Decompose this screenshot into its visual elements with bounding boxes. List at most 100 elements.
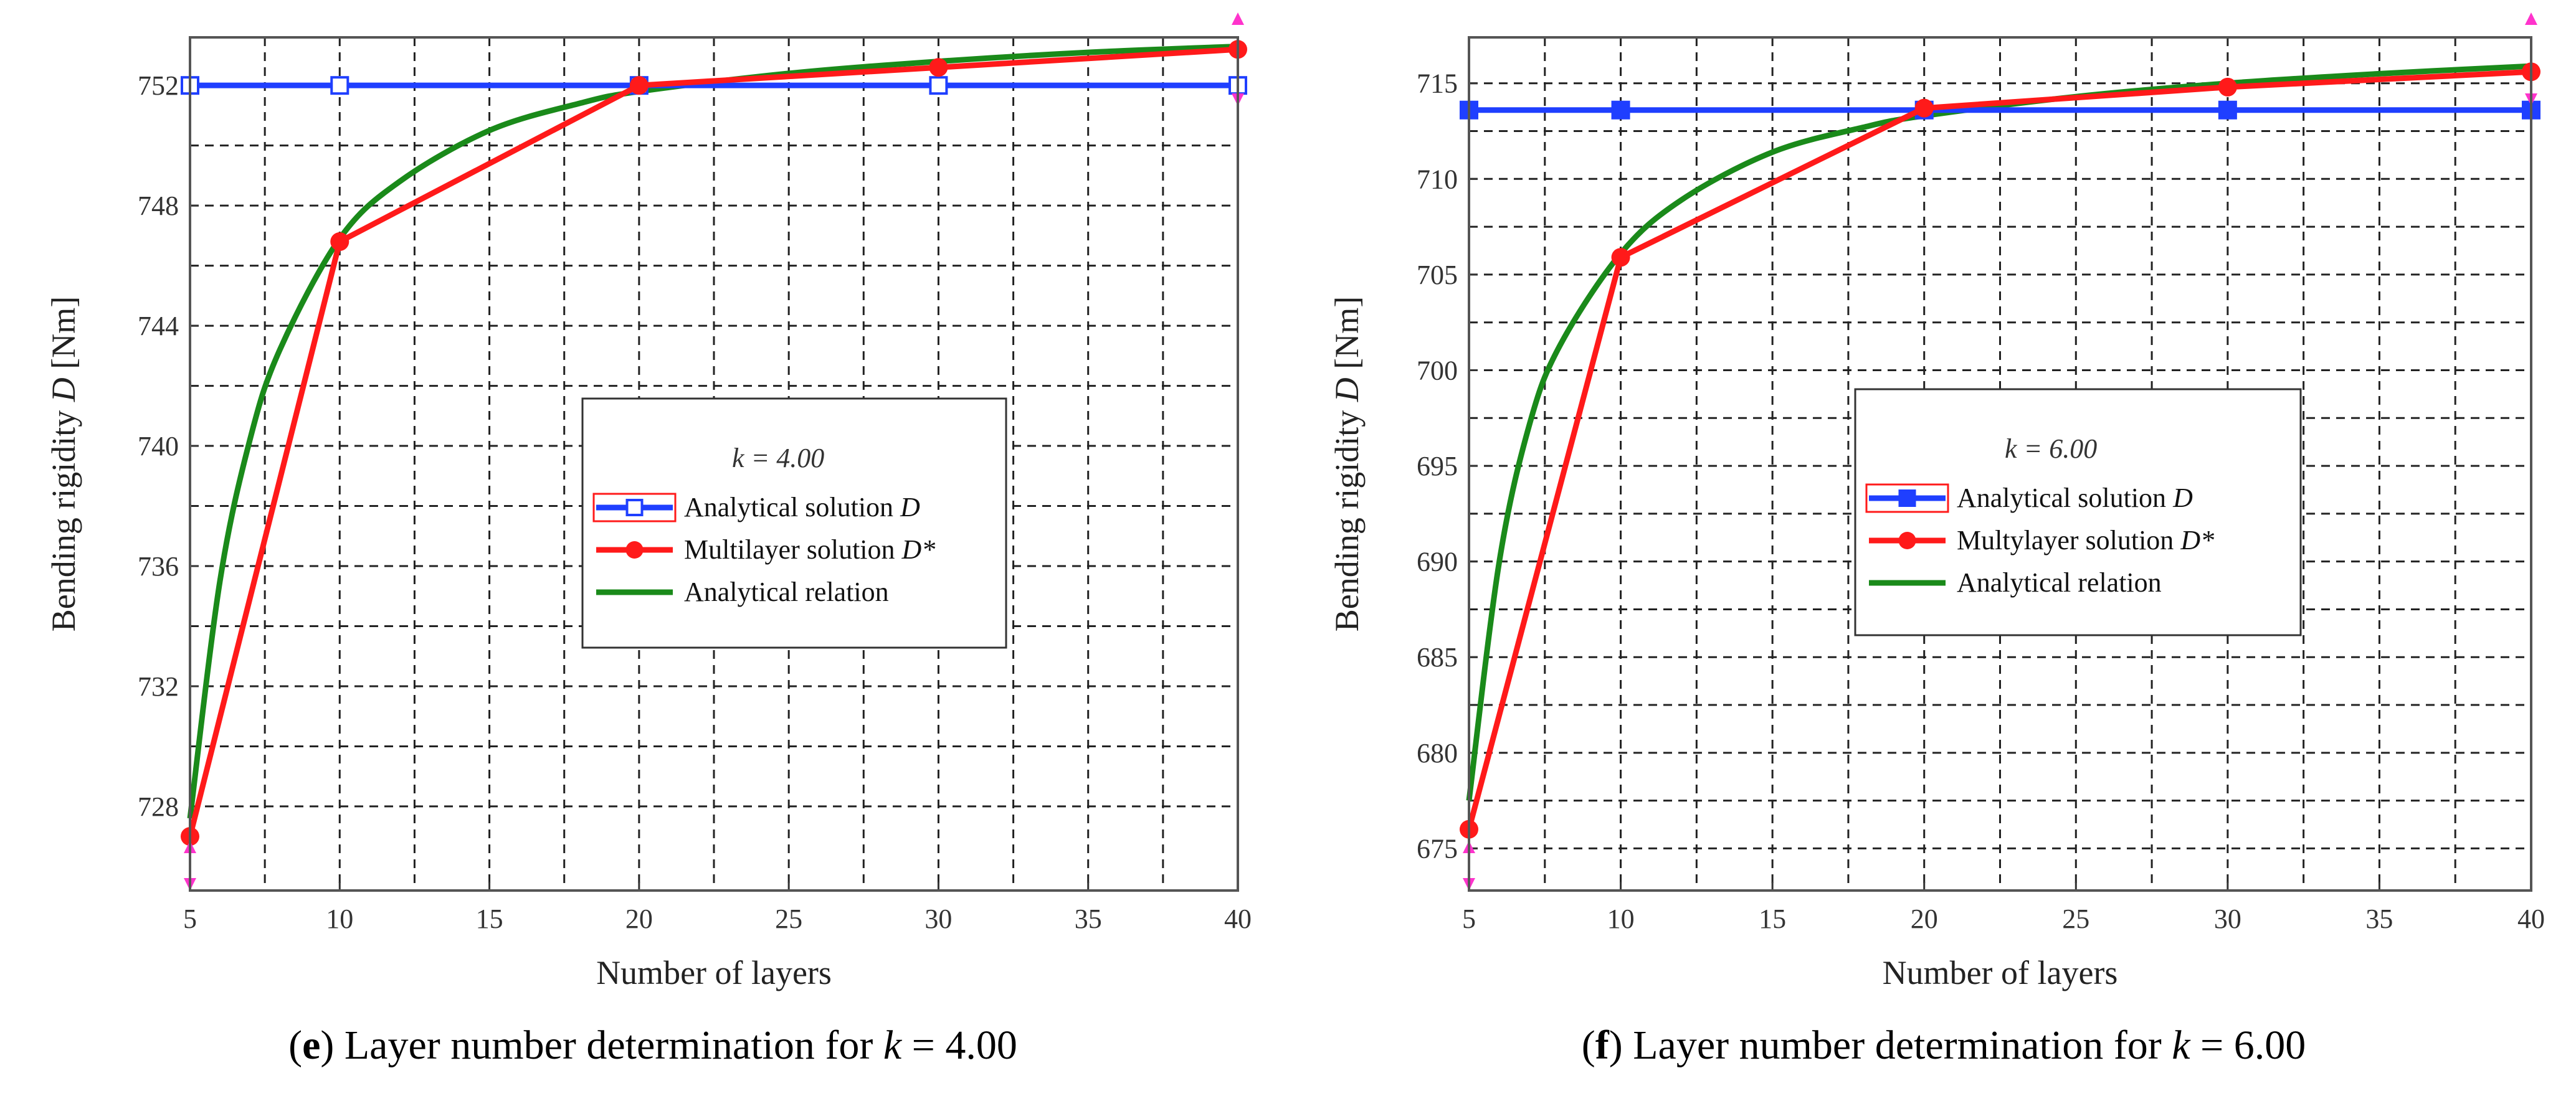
x-tick-label: 10 xyxy=(1607,904,1635,934)
caption-k: k xyxy=(883,1023,903,1068)
caption-text: Layer number determination for xyxy=(334,1023,883,1068)
multilayer-solution-point xyxy=(629,76,649,95)
legend-label-symbol: D xyxy=(2172,483,2193,513)
multilayer-solution-point xyxy=(330,232,349,252)
legend-marker-circle xyxy=(1898,532,1916,549)
panel-caption: (e) Layer number determination for k = 4… xyxy=(288,1023,1017,1068)
legend: k = 4.00 Analytical solution D Multilayer … xyxy=(581,397,1007,649)
y-tick-label: 748 xyxy=(138,191,179,221)
caption-value: = 4.00 xyxy=(901,1023,1017,1068)
y-tick-label: 700 xyxy=(1417,355,1458,385)
caption-paren: ( xyxy=(1582,1023,1595,1068)
y-tick-label: 695 xyxy=(1417,451,1458,481)
legend-label: Analytical relation xyxy=(684,577,889,607)
x-tick-label: 15 xyxy=(476,904,503,934)
legend-label: Analytical solution D xyxy=(684,492,920,522)
x-tick-label: 25 xyxy=(2062,904,2089,934)
x-tick-label: 25 xyxy=(775,904,802,934)
analytical-solution-point xyxy=(1611,100,1630,120)
multilayer-solution-point xyxy=(929,58,948,77)
analytical-relation-line xyxy=(187,43,1238,819)
chart-panel-f: 5 10 15 20 25 30 35 40 675 680 685 690 695 700 705 710 7… xyxy=(1328,12,2545,1068)
x-tick-label: 20 xyxy=(625,904,653,934)
y-axis-title: Bending rigidity D [Nm] xyxy=(45,296,82,631)
legend-marker-square xyxy=(625,499,644,516)
y-axis-title-text: Bending rigidity xyxy=(1328,402,1366,631)
multilayer-solution-point xyxy=(1914,98,1934,118)
analytical-relation-line xyxy=(1466,63,2532,801)
caption-letter: e xyxy=(302,1023,320,1068)
legend-highlight xyxy=(592,493,677,522)
legend-label-symbol: D* xyxy=(901,534,936,565)
y-tick-label: 685 xyxy=(1417,642,1458,673)
y-axis-title-symbol: D xyxy=(1328,377,1366,402)
caption-value: = 6.00 xyxy=(2190,1023,2306,1068)
caption-text: Layer number determination for xyxy=(1623,1023,2172,1068)
x-tick-label: 5 xyxy=(183,904,197,934)
x-tick-label: 35 xyxy=(1075,904,1102,934)
x-tick-label: 10 xyxy=(326,904,353,934)
x-axis-title: Number of layers xyxy=(1883,954,2118,991)
panel-caption: (f) Layer number determination for k = 6… xyxy=(1582,1023,2306,1068)
y-tick-label: 752 xyxy=(138,70,179,101)
x-tick-label: 40 xyxy=(1224,904,1252,934)
caption-letter: f xyxy=(1595,1023,1610,1068)
legend-label: Analytical relation xyxy=(1957,567,2162,598)
x-axis-title: Number of layers xyxy=(596,954,832,991)
multilayer-solution-point xyxy=(1611,248,1630,267)
legend-label-symbol: D* xyxy=(2180,525,2214,555)
analytical-solution-point xyxy=(330,76,349,95)
y-tick-label: 728 xyxy=(138,791,179,822)
legend-k-value: k = 4.00 xyxy=(732,443,824,473)
y-tick-label: 736 xyxy=(138,551,179,582)
legend-label-text: Analytical relation xyxy=(1957,567,2162,598)
x-tick-label: 5 xyxy=(1462,904,1476,934)
caption-paren: ) xyxy=(1609,1023,1623,1068)
y-axis-title-symbol: D xyxy=(45,377,82,402)
end-marker xyxy=(2525,12,2537,25)
legend-label-text: Analytical solution xyxy=(684,492,900,522)
multilayer-solution-point xyxy=(2218,77,2237,97)
analytical-solution-point xyxy=(2218,100,2237,120)
y-tick-label: 732 xyxy=(138,671,179,702)
legend-box xyxy=(581,397,1007,649)
x-tick-label: 40 xyxy=(2517,904,2545,934)
y-axis-title-text: Bending rigidity xyxy=(45,402,82,631)
legend-marker-circle xyxy=(625,541,644,559)
y-tick-label: 705 xyxy=(1417,260,1458,290)
chart-panel-e: 5 10 15 20 25 30 35 40 728 732 736 740 744 748 752 k = … xyxy=(45,12,1252,1068)
y-tick-label: 675 xyxy=(1417,833,1458,864)
y-tick-label: 690 xyxy=(1417,547,1458,577)
legend-label-text: Multilayer solution xyxy=(684,534,902,565)
caption-k: k xyxy=(2172,1023,2191,1068)
legend-label: Multylayer solution D* xyxy=(1957,525,2214,555)
x-tick-label: 35 xyxy=(2365,904,2393,934)
y-axis-title: Bending rigidity D [Nm] xyxy=(1328,296,1366,631)
caption-paren: ) xyxy=(320,1023,334,1068)
legend-label-text: Analytical solution xyxy=(1957,483,2173,513)
y-axis-title-unit: [Nm] xyxy=(45,296,82,377)
x-tick-label: 20 xyxy=(1911,904,1938,934)
legend-label: Analytical solution D xyxy=(1957,483,2193,513)
y-tick-label: 710 xyxy=(1417,164,1458,194)
legend: k = 6.00 Analytical solution D Multylayer … xyxy=(1854,388,2302,636)
legend-label: Multilayer solution D* xyxy=(684,534,935,565)
legend-marker-square xyxy=(1898,489,1916,507)
end-marker xyxy=(1232,12,1244,25)
legend-label-text: Multylayer solution xyxy=(1957,525,2180,555)
legend-label-text: Analytical relation xyxy=(684,577,889,607)
plot-frame xyxy=(1468,36,2532,892)
x-tick-label: 30 xyxy=(2214,904,2241,934)
legend-highlight xyxy=(1865,483,1949,513)
y-tick-label: 744 xyxy=(138,311,179,341)
analytical-solution-point xyxy=(929,76,948,95)
plot-frame xyxy=(189,36,1239,892)
x-tick-label: 15 xyxy=(1759,904,1786,934)
y-tick-label: 715 xyxy=(1417,69,1458,99)
caption-paren: ( xyxy=(288,1023,302,1068)
y-tick-label: 680 xyxy=(1417,738,1458,768)
legend-label-symbol: D xyxy=(900,492,920,522)
y-tick-label: 740 xyxy=(138,431,179,461)
y-axis-title-unit: [Nm] xyxy=(1328,296,1366,377)
